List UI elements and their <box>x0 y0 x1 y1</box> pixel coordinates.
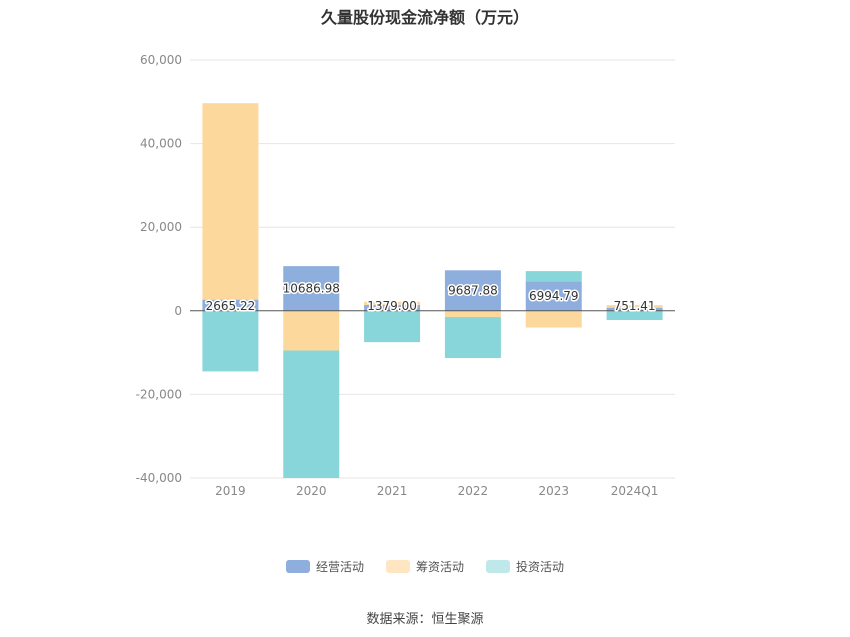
bar-segment-投资活动 <box>202 310 259 372</box>
bar-segment-筹资活动 <box>606 305 663 308</box>
data-label: 6994.79 <box>529 289 579 303</box>
legend-item-financing[interactable]: 筹资活动 <box>385 558 464 575</box>
legend-item-investing[interactable]: 投资活动 <box>486 558 564 575</box>
bar-segment-经营活动 <box>444 270 501 311</box>
bar-segment-筹资活动 <box>444 310 501 318</box>
bar-segment-筹资活动 <box>202 103 259 300</box>
bar-segment-筹资活动 <box>364 301 421 306</box>
x-tick-label: 2023 <box>538 484 569 498</box>
bar-segment-经营活动 <box>283 266 340 311</box>
chart-legend: 经营活动 筹资活动 投资活动 <box>0 558 850 575</box>
data-label: 751.41 <box>614 299 656 313</box>
y-tick-label: 0 <box>174 304 182 318</box>
bar-segment-经营活动 <box>606 307 663 311</box>
legend-swatch <box>285 560 310 573</box>
y-tick-label: 40,000 <box>140 137 182 151</box>
x-tick-label: 2024Q1 <box>611 484 659 498</box>
x-tick-label: 2022 <box>458 484 489 498</box>
data-label: 1379.00 <box>367 299 417 313</box>
bar-segment-投资活动 <box>606 310 663 320</box>
bar-segment-经营活动 <box>202 299 259 311</box>
legend-label: 投资活动 <box>516 560 565 574</box>
y-tick-label: -40,000 <box>136 471 182 485</box>
bar-segment-投资活动 <box>444 317 501 359</box>
bar-segment-经营活动 <box>525 281 582 311</box>
x-tick-label: 2019 <box>215 484 246 498</box>
bar-segment-筹资活动 <box>283 310 340 351</box>
x-tick-label: 2020 <box>296 484 327 498</box>
legend-swatch <box>486 560 510 573</box>
bar-segment-投资活动 <box>525 271 582 282</box>
y-tick-label: 60,000 <box>140 53 182 67</box>
chart-title: 久量股份现金流净额（万元） <box>320 8 529 27</box>
data-label: 2665.22 <box>206 299 256 313</box>
legend-swatch <box>385 560 410 573</box>
legend-item-operating[interactable]: 经营活动 <box>285 558 364 575</box>
bar-segment-投资活动 <box>283 350 340 478</box>
y-tick-label: 20,000 <box>140 220 182 234</box>
data-label: 9687.88 <box>448 284 498 298</box>
data-label: 10686.98 <box>283 281 340 295</box>
bar-segment-投资活动 <box>364 310 421 343</box>
y-tick-label: -20,000 <box>136 387 182 401</box>
legend-label: 经营活动 <box>315 560 364 574</box>
data-source-note: 数据来源：恒生聚源 <box>366 612 484 627</box>
legend-label: 筹资活动 <box>415 560 464 574</box>
bar-segment-经营活动 <box>364 305 421 311</box>
bar-segment-筹资活动 <box>525 310 582 328</box>
x-tick-label: 2021 <box>377 484 408 498</box>
